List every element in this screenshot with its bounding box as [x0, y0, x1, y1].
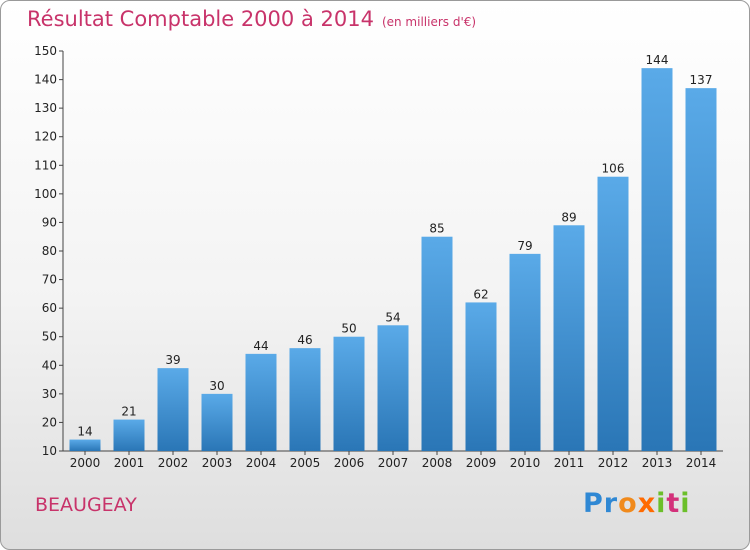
x-tick-label-2004: 2004	[246, 456, 277, 470]
y-tick-label: 150	[34, 44, 57, 58]
x-tick-label-2012: 2012	[598, 456, 629, 470]
x-tick-label-2000: 2000	[70, 456, 101, 470]
logo-letter: i	[680, 488, 691, 519]
x-tick-label-2009: 2009	[466, 456, 497, 470]
logo-letter: t	[666, 488, 681, 519]
logo-letter: i	[656, 488, 667, 519]
proxiti-logo: Proxiti	[583, 488, 691, 519]
bar-2012	[597, 176, 629, 451]
y-tick-label: 70	[42, 273, 57, 287]
data-label-2012: 106	[602, 162, 625, 176]
x-tick-label-2003: 2003	[202, 456, 233, 470]
logo-letter: P	[583, 488, 604, 519]
logo-letter: o	[618, 488, 638, 519]
bar-2001	[113, 419, 145, 451]
y-tick-label: 20	[42, 415, 57, 429]
data-label-2006: 50	[341, 322, 356, 336]
commune-name: BEAUGEAY	[35, 494, 137, 516]
data-label-2003: 30	[209, 379, 224, 393]
bar-2009	[465, 302, 497, 451]
bar-2010	[509, 253, 541, 451]
y-tick-label: 100	[34, 187, 57, 201]
y-tick-label: 60	[42, 301, 57, 315]
chart-subtitle: (en milliers d'€)	[381, 15, 477, 29]
x-tick-label-2014: 2014	[686, 456, 717, 470]
data-label-2001: 21	[121, 405, 136, 419]
chart-bars	[69, 68, 717, 452]
y-tick-label: 40	[42, 358, 57, 372]
bar-2007	[377, 325, 409, 451]
chart-labels: 2000 14 2001 21 2002 39 2003 30 2004 44 2005 46 2006…	[70, 53, 717, 470]
x-tick-label-2011: 2011	[554, 456, 585, 470]
data-label-2014: 137	[690, 73, 713, 87]
data-label-2002: 39	[165, 353, 180, 367]
data-label-2005: 46	[297, 333, 312, 347]
data-label-2008: 85	[429, 222, 444, 236]
bar-2004	[245, 353, 277, 451]
y-tick-label: 140	[34, 73, 57, 87]
x-tick-label-2005: 2005	[290, 456, 321, 470]
x-tick-label-2001: 2001	[114, 456, 145, 470]
bar-2006	[333, 336, 365, 451]
bar-2002	[157, 368, 189, 451]
chart-axes: 10 20 30 40 50 60 70 80 90 100 110 120 130 140 150	[34, 44, 723, 458]
data-label-2009: 62	[473, 287, 488, 301]
x-tick-label-2013: 2013	[642, 456, 673, 470]
data-label-2004: 44	[253, 339, 268, 353]
y-tick-label: 50	[42, 330, 57, 344]
x-tick-label-2006: 2006	[334, 456, 365, 470]
y-tick-label: 90	[42, 215, 57, 229]
bar-2005	[289, 348, 321, 451]
x-tick-label-2002: 2002	[158, 456, 189, 470]
y-tick-label: 120	[34, 130, 57, 144]
logo-letter: r	[603, 488, 619, 519]
data-label-2007: 54	[385, 310, 400, 324]
bar-2000	[69, 439, 101, 451]
x-tick-label-2010: 2010	[510, 456, 541, 470]
x-tick-label-2007: 2007	[378, 456, 409, 470]
bar-2013	[641, 68, 673, 452]
data-label-2010: 79	[517, 239, 532, 253]
data-label-2011: 89	[561, 210, 576, 224]
logo-letter: x	[637, 488, 657, 519]
chart-title: Résultat Comptable 2000 à 2014 (en millie…	[27, 7, 476, 31]
y-tick-label: 80	[42, 244, 57, 258]
bar-2011	[553, 225, 585, 451]
y-tick-label: 130	[34, 101, 57, 115]
data-label-2013: 144	[646, 53, 669, 67]
bar-2014	[685, 88, 717, 452]
bar-2008	[421, 236, 453, 451]
bar-2003	[201, 393, 233, 451]
y-tick-label: 110	[34, 158, 57, 172]
x-tick-label-2008: 2008	[422, 456, 453, 470]
y-tick-label: 30	[42, 387, 57, 401]
chart-title-text: Résultat Comptable 2000 à 2014	[27, 7, 374, 31]
y-tick-label: 10	[42, 444, 57, 458]
data-label-2000: 14	[77, 425, 92, 439]
